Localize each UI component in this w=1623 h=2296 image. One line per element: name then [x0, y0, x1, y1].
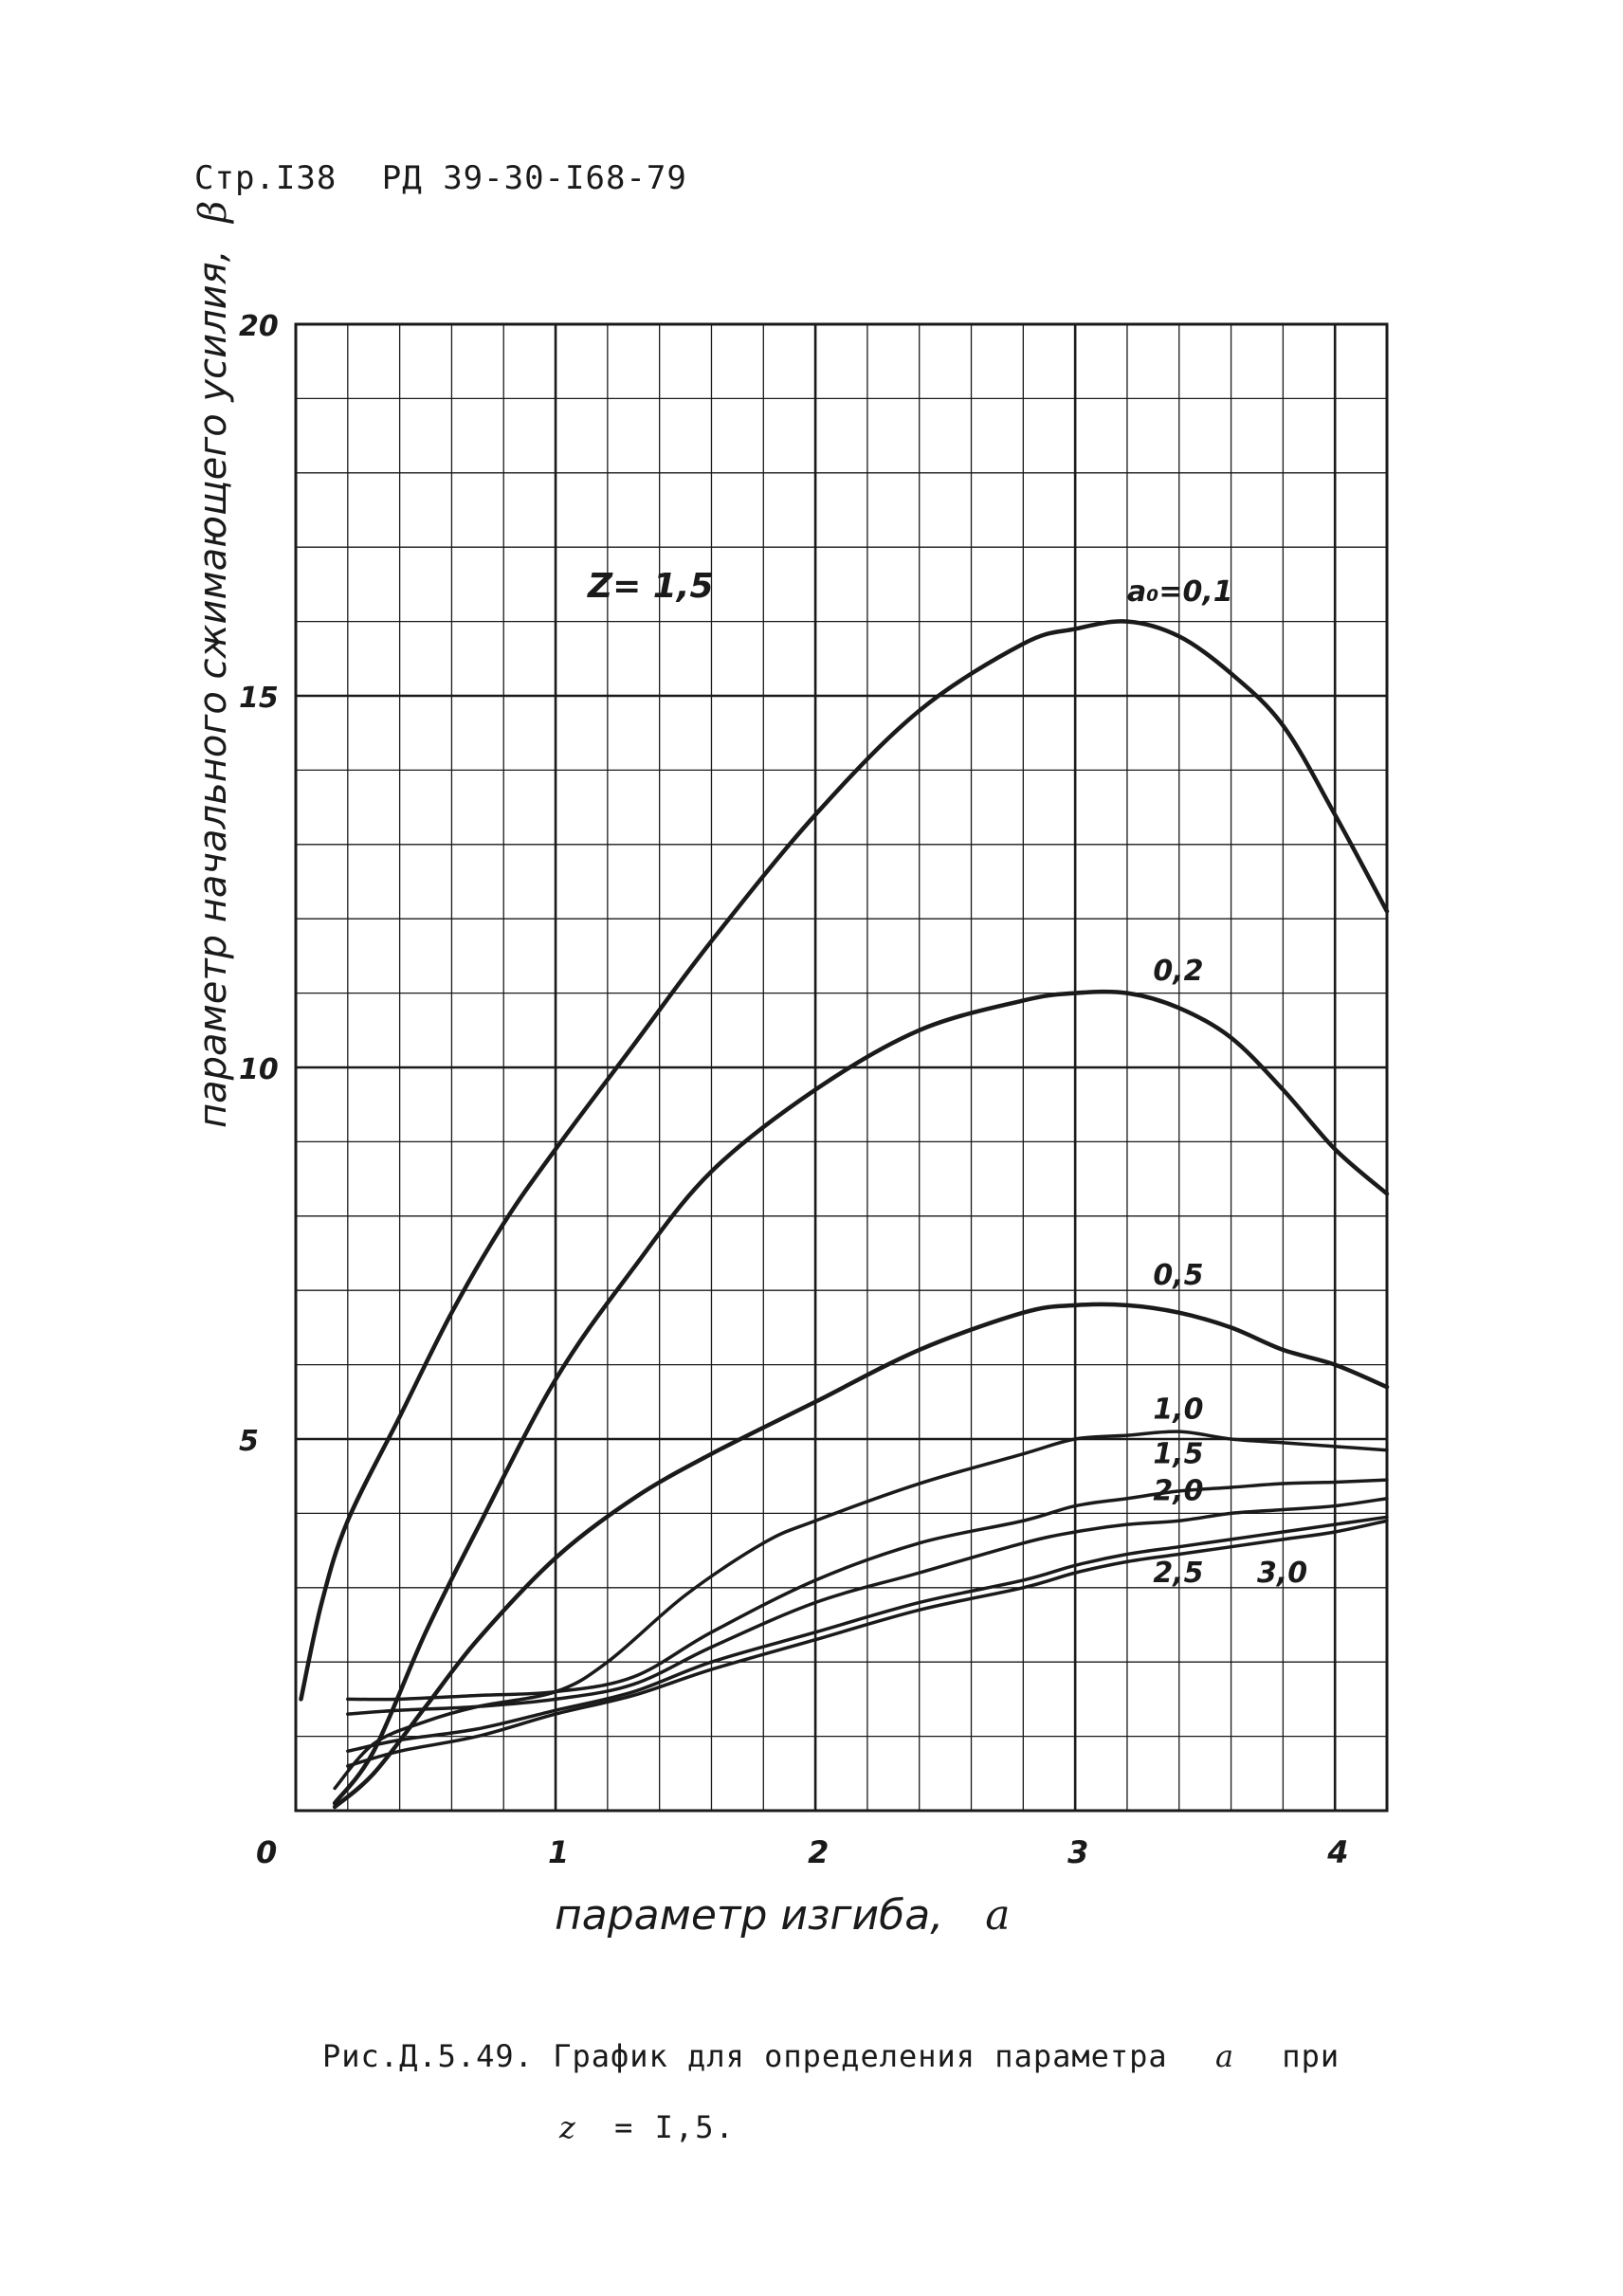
series-line-2 — [332, 1302, 1390, 1810]
x-axis-label: параметр изгиба, — [555, 1891, 943, 1940]
series-line-7 — [346, 1519, 1389, 1768]
series-line-1 — [332, 989, 1390, 1806]
z-annotation: Z= 1,5 — [587, 567, 714, 606]
caption-text: Рис.Д.5.49. График для определения парам… — [322, 2038, 1168, 2074]
x-tick-label-2: 2 — [808, 1834, 829, 1870]
caption-suffix: при — [1282, 2038, 1340, 2074]
series-label-2: 0,5 — [1153, 1259, 1203, 1292]
grid — [294, 322, 1389, 1813]
caption-value: = I,5. — [614, 2109, 736, 2145]
page-header: Стр.I38 РД 39-30-I68-79 — [194, 159, 712, 197]
y-axis-title: параметр начального сжимающего усилия, β — [191, 201, 235, 1128]
series-line-4 — [346, 1478, 1389, 1702]
series-line-0 — [299, 619, 1390, 1702]
series-label-6: 2,5 — [1153, 1557, 1203, 1590]
series-label-5: 2,0 — [1153, 1475, 1203, 1508]
y-tick-label-3: 15 — [239, 682, 279, 715]
svg-text:параметр изгиба, a: параметр изгиба, a — [555, 1891, 1010, 1940]
caption-symbol-z: z — [559, 2109, 577, 2145]
series-label-4: 1,5 — [1153, 1437, 1203, 1470]
svg-text:параметр начального сжимающего: параметр начального сжимающего усилия, β — [191, 201, 235, 1128]
page-number: Стр.I38 — [194, 159, 337, 197]
x-tick-label-0: 0 — [256, 1834, 277, 1870]
y-tick-label-4: 20 — [239, 310, 279, 343]
x-tick-label-1: 1 — [548, 1834, 569, 1870]
series-label-0: a₀=0,1 — [1127, 575, 1233, 609]
tick-labels: 0 1 2 3 4 5 10 15 20 — [239, 310, 1348, 1870]
series-line-3 — [333, 1430, 1389, 1791]
x-axis-title: параметр изгиба, a — [555, 1891, 1010, 1940]
series-label-3: 1,0 — [1153, 1393, 1203, 1426]
figure-caption: Рис.Д.5.49. График для определения парам… — [322, 2038, 1340, 2074]
curves — [299, 619, 1390, 1810]
series-label-1: 0,2 — [1153, 955, 1203, 988]
y-axis-symbol: β — [191, 201, 235, 225]
x-axis-symbol: a — [985, 1891, 1010, 1940]
y-tick-label-1: 5 — [239, 1425, 259, 1458]
series-label-7: 3,0 — [1257, 1557, 1307, 1590]
y-axis-label: параметр начального сжимающего усилия, — [191, 250, 235, 1128]
x-tick-label-3: 3 — [1067, 1834, 1088, 1870]
series-line-5 — [346, 1496, 1389, 1716]
y-tick-label-2: 10 — [239, 1053, 279, 1086]
series-line-6 — [346, 1515, 1389, 1754]
series-labels: a₀=0,1 0,2 0,5 1,0 1,5 2,0 2,5 3,0 — [1127, 575, 1307, 1590]
caption-symbol-a: a — [1214, 2038, 1235, 2074]
figure-caption-line2: z = I,5. — [559, 2109, 736, 2145]
document-code: РД 39-30-I68-79 — [381, 159, 687, 197]
chart: a₀=0,1 0,2 0,5 1,0 1,5 2,0 2,5 3,0 0 1 2 3 4 5 10 15 20… — [191, 201, 1390, 1940]
x-tick-label-4: 4 — [1326, 1834, 1348, 1870]
plot-frame — [294, 322, 1389, 1813]
